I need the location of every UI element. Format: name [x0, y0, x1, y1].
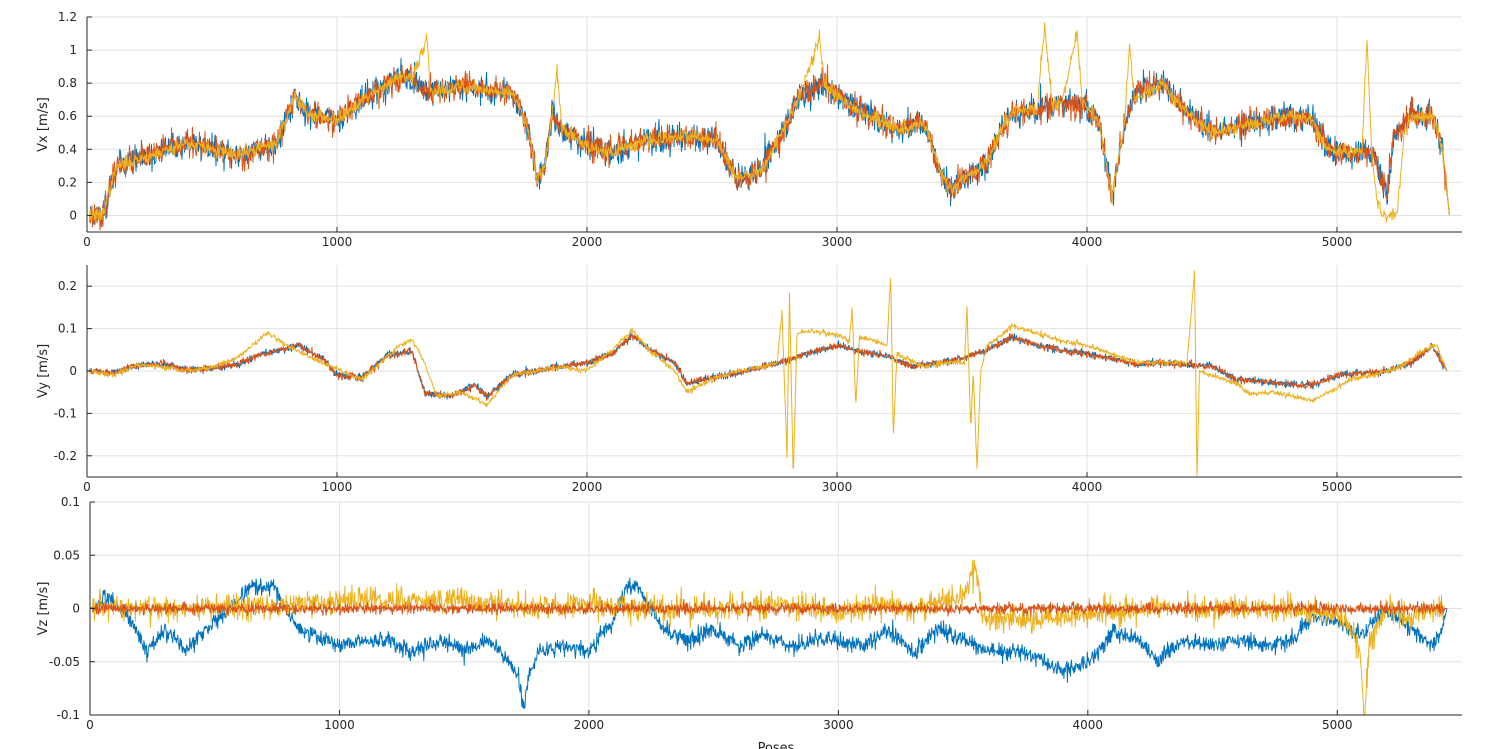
- y-tick-label: -0.1: [54, 406, 77, 420]
- y-tick-label: 1: [69, 43, 77, 57]
- y-tick-label: -0.1: [57, 708, 80, 722]
- y-tick-label: 0.1: [61, 495, 80, 509]
- vz-series-2-line: [90, 598, 1447, 618]
- vx-ylabel: Vx [m/s]: [36, 97, 51, 152]
- y-tick-label: 0.1: [58, 322, 77, 336]
- x-tick-label: 4000: [1072, 235, 1103, 249]
- x-tick-label: 1000: [322, 235, 353, 249]
- y-tick-label: 0.05: [53, 548, 80, 562]
- vx-series-3-line: [87, 22, 1450, 223]
- x-tick-label: 2000: [574, 718, 605, 732]
- y-tick-label: 0.2: [58, 279, 77, 293]
- x-tick-label: 0: [83, 480, 91, 494]
- vz-panel: 0 1000 2000 3000 4000 5000 -0.1 -0.05 0 0.05 0.1 Vz…: [36, 495, 1462, 749]
- x-tick-label: 4000: [1073, 718, 1104, 732]
- x-tick-label: 1000: [322, 480, 353, 494]
- y-tick-label: 0.2: [58, 175, 77, 189]
- x-tick-label: 2000: [572, 480, 603, 494]
- y-tick-label: 0.6: [58, 109, 77, 123]
- y-tick-label: 0: [69, 364, 77, 378]
- vy-series-3-line: [87, 270, 1448, 476]
- vx-panel: 0 1000 2000 3000 4000 5000 0 0.2 0.4 0.6 0.8 1 1.2 Vx…: [36, 10, 1462, 249]
- x-tick-label: 5000: [1322, 480, 1353, 494]
- y-tick-label: -0.05: [49, 655, 80, 669]
- x-tick-label: 3000: [822, 235, 853, 249]
- vz-xlabel: Poses: [758, 741, 795, 749]
- x-tick-label: 3000: [823, 718, 854, 732]
- y-tick-label: 0: [69, 208, 77, 222]
- x-tick-label: 3000: [822, 480, 853, 494]
- y-tick-label: 0.8: [58, 76, 77, 90]
- x-tick-label: 5000: [1322, 235, 1353, 249]
- y-tick-label: -0.2: [54, 449, 77, 463]
- y-tick-label: 0.4: [58, 142, 77, 156]
- vz-series-1-line: [90, 577, 1448, 710]
- x-tick-label: 4000: [1072, 480, 1103, 494]
- y-tick-label: 1.2: [58, 10, 77, 24]
- x-tick-label: 2000: [572, 235, 603, 249]
- x-tick-label: 0: [86, 718, 94, 732]
- vy-ylabel: Vy [m/s]: [36, 344, 51, 398]
- x-tick-label: 1000: [324, 718, 355, 732]
- x-tick-label: 5000: [1322, 718, 1353, 732]
- vy-panel: 0 1000 2000 3000 4000 5000 -0.2 -0.1 0 0.1 0.2 Vy […: [36, 265, 1462, 494]
- vz-ylabel: Vz [m/s]: [36, 582, 51, 636]
- x-tick-label: 0: [83, 235, 91, 249]
- y-tick-label: 0: [72, 602, 80, 616]
